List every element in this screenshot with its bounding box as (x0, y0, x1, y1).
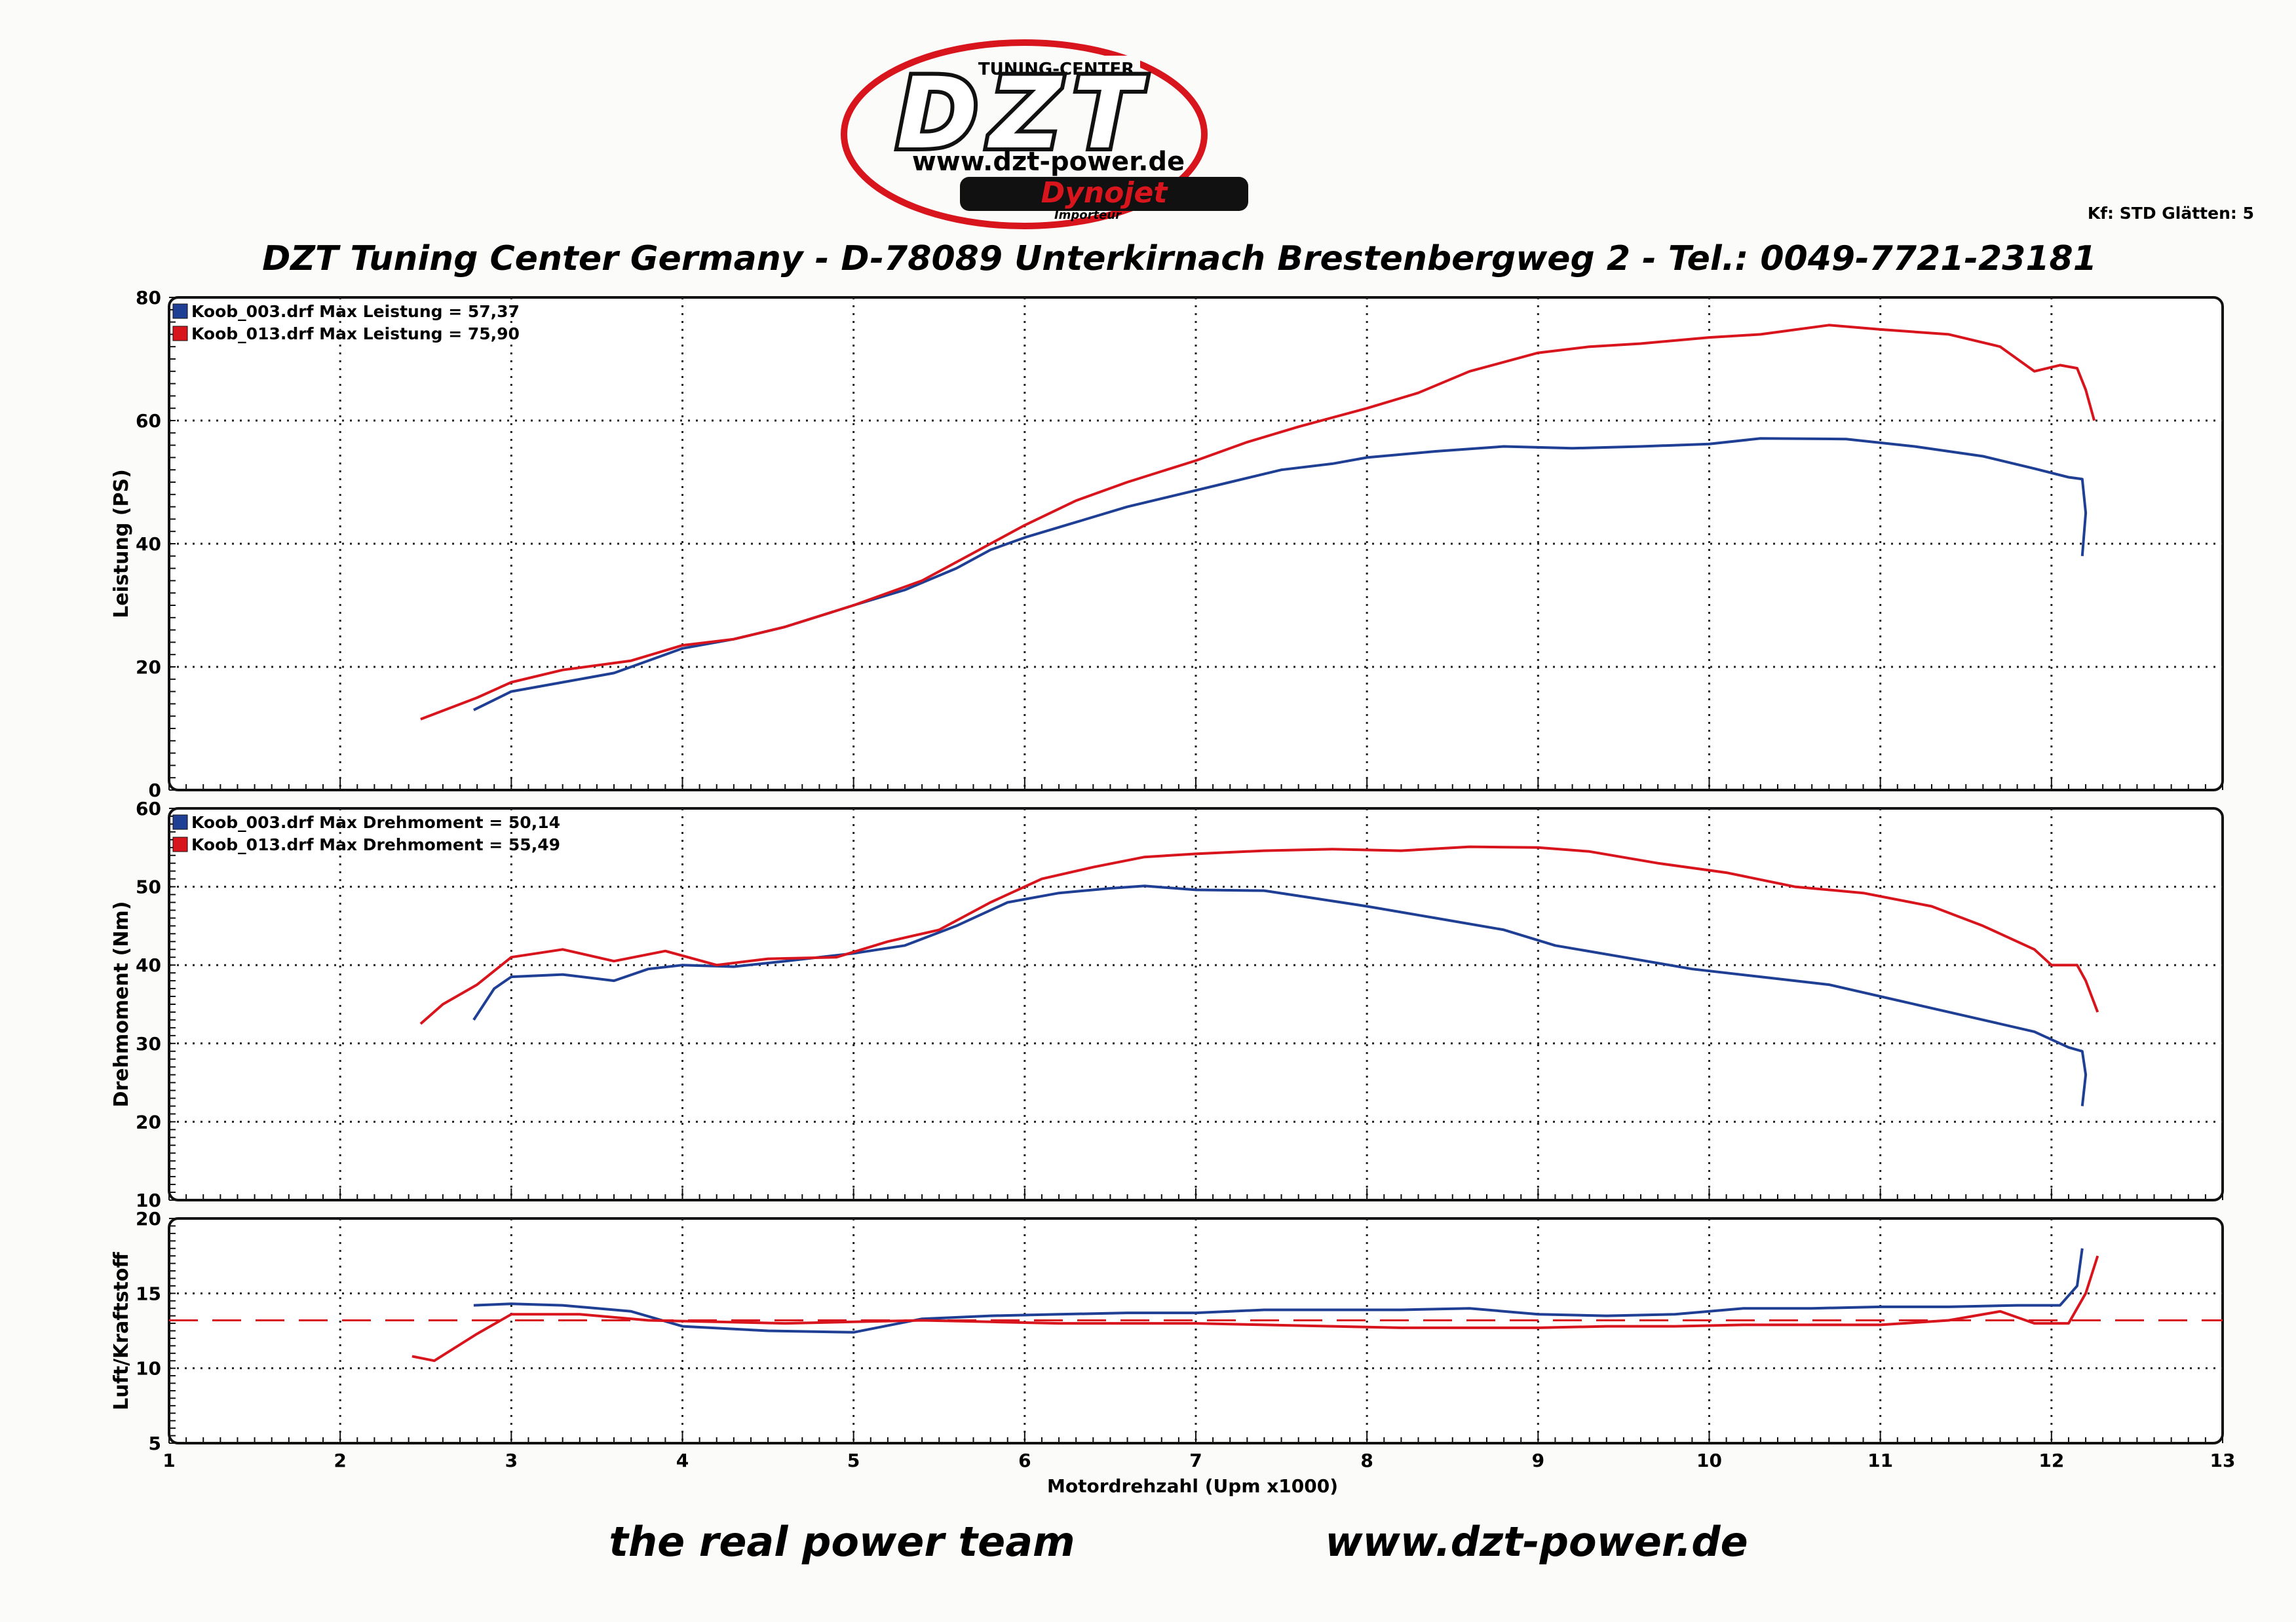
power-y-tick-label: 60 (136, 410, 161, 432)
afr-y-axis-label: Luft/Kraftstoff (110, 1252, 133, 1410)
x-tick-label: 7 (1189, 1450, 1202, 1471)
torque-y-tick-label: 30 (136, 1033, 161, 1055)
afr-series-line (473, 1248, 2084, 1334)
power-legend-swatch (172, 326, 188, 341)
power-legend-entry: Koob_003.drf Max Leistung = 57,37 (191, 302, 520, 321)
torque-series-line (419, 845, 2099, 1025)
afr-series-line (411, 1255, 2099, 1363)
torque-legend-swatch (172, 814, 188, 830)
torque-legend-entry: Koob_003.drf Max Drehmoment = 50,14 (191, 813, 560, 832)
power-series-line (420, 324, 2096, 721)
power-series-line (473, 437, 2088, 711)
power-y-tick-label: 40 (136, 533, 161, 555)
power-legend-swatch (172, 303, 188, 319)
torque-legend-swatch (172, 837, 188, 852)
x-tick-label: 3 (505, 1450, 518, 1471)
x-tick-label: 12 (2038, 1450, 2064, 1471)
dzt-logo: TUNING-CENTER DZT www.dzt-power.de Dynoj… (841, 39, 1248, 229)
power-y-tick-label: 20 (136, 656, 161, 678)
power-y-tick-label: 80 (136, 287, 161, 309)
page-title: DZT Tuning Center Germany - D-78089 Unte… (262, 239, 2097, 278)
afr-y-tick-label: 20 (136, 1208, 161, 1230)
torque-y-tick-label: 40 (136, 954, 161, 976)
x-tick-label: 8 (1360, 1450, 1373, 1471)
x-tick-label: 4 (676, 1450, 689, 1471)
torque-y-axis-label: Drehmoment (Nm) (110, 901, 133, 1108)
x-tick-label: 9 (1532, 1450, 1544, 1471)
torque-legend-entry: Koob_013.drf Max Drehmoment = 55,49 (191, 835, 560, 854)
x-axis-label: Motordrehzahl (Upm x1000) (1047, 1475, 1338, 1497)
x-tick-label: 11 (1867, 1450, 1893, 1471)
afr-y-tick-label: 5 (149, 1433, 161, 1454)
x-tick-label: 1 (163, 1450, 175, 1471)
torque-y-tick-label: 60 (136, 798, 161, 820)
logo-brand-text: DZT (896, 57, 1152, 171)
logo-dynojet-text: Dynojet (1041, 176, 1169, 210)
x-tick-label: 6 (1018, 1450, 1031, 1471)
torque-chart: 10 20 30 40 50 60 Drehmoment (Nm) Koob_003.drf … (110, 798, 2224, 1211)
power-y-axis-label: Leistung (PS) (110, 469, 133, 618)
x-tick-label: 10 (1696, 1450, 1722, 1471)
x-tick-label: 13 (2210, 1450, 2236, 1471)
logo-tuning-center-text: TUNING-CENTER (978, 60, 1134, 79)
x-tick-label: 5 (847, 1450, 860, 1471)
power-y-tick-label: 0 (149, 780, 161, 801)
torque-y-tick-label: 50 (136, 877, 161, 898)
power-chart: 0 20 40 60 80 Leistung (PS) Koob_003.drf Max L… (110, 287, 2224, 801)
torque-y-tick-label: 20 (136, 1111, 161, 1133)
logo-importeur-text: Importeur (1054, 208, 1122, 222)
afr-y-tick-label: 15 (136, 1283, 161, 1304)
footer-slogan: the real power team (609, 1518, 1075, 1566)
power-legend-entry: Koob_013.drf Max Leistung = 75,90 (191, 324, 520, 343)
logo-url-text: www.dzt-power.de (912, 147, 1185, 177)
x-tick-label: 2 (334, 1450, 346, 1471)
footer-url: www.dzt-power.de (1325, 1518, 1748, 1566)
afr-y-tick-label: 10 (136, 1358, 161, 1380)
afr-plot-frame (168, 1217, 2224, 1444)
torque-series-line (472, 884, 2088, 1106)
torque-y-tick-label: 10 (136, 1190, 161, 1211)
settings-text: Kf: STD Glätten: 5 (2088, 204, 2254, 223)
